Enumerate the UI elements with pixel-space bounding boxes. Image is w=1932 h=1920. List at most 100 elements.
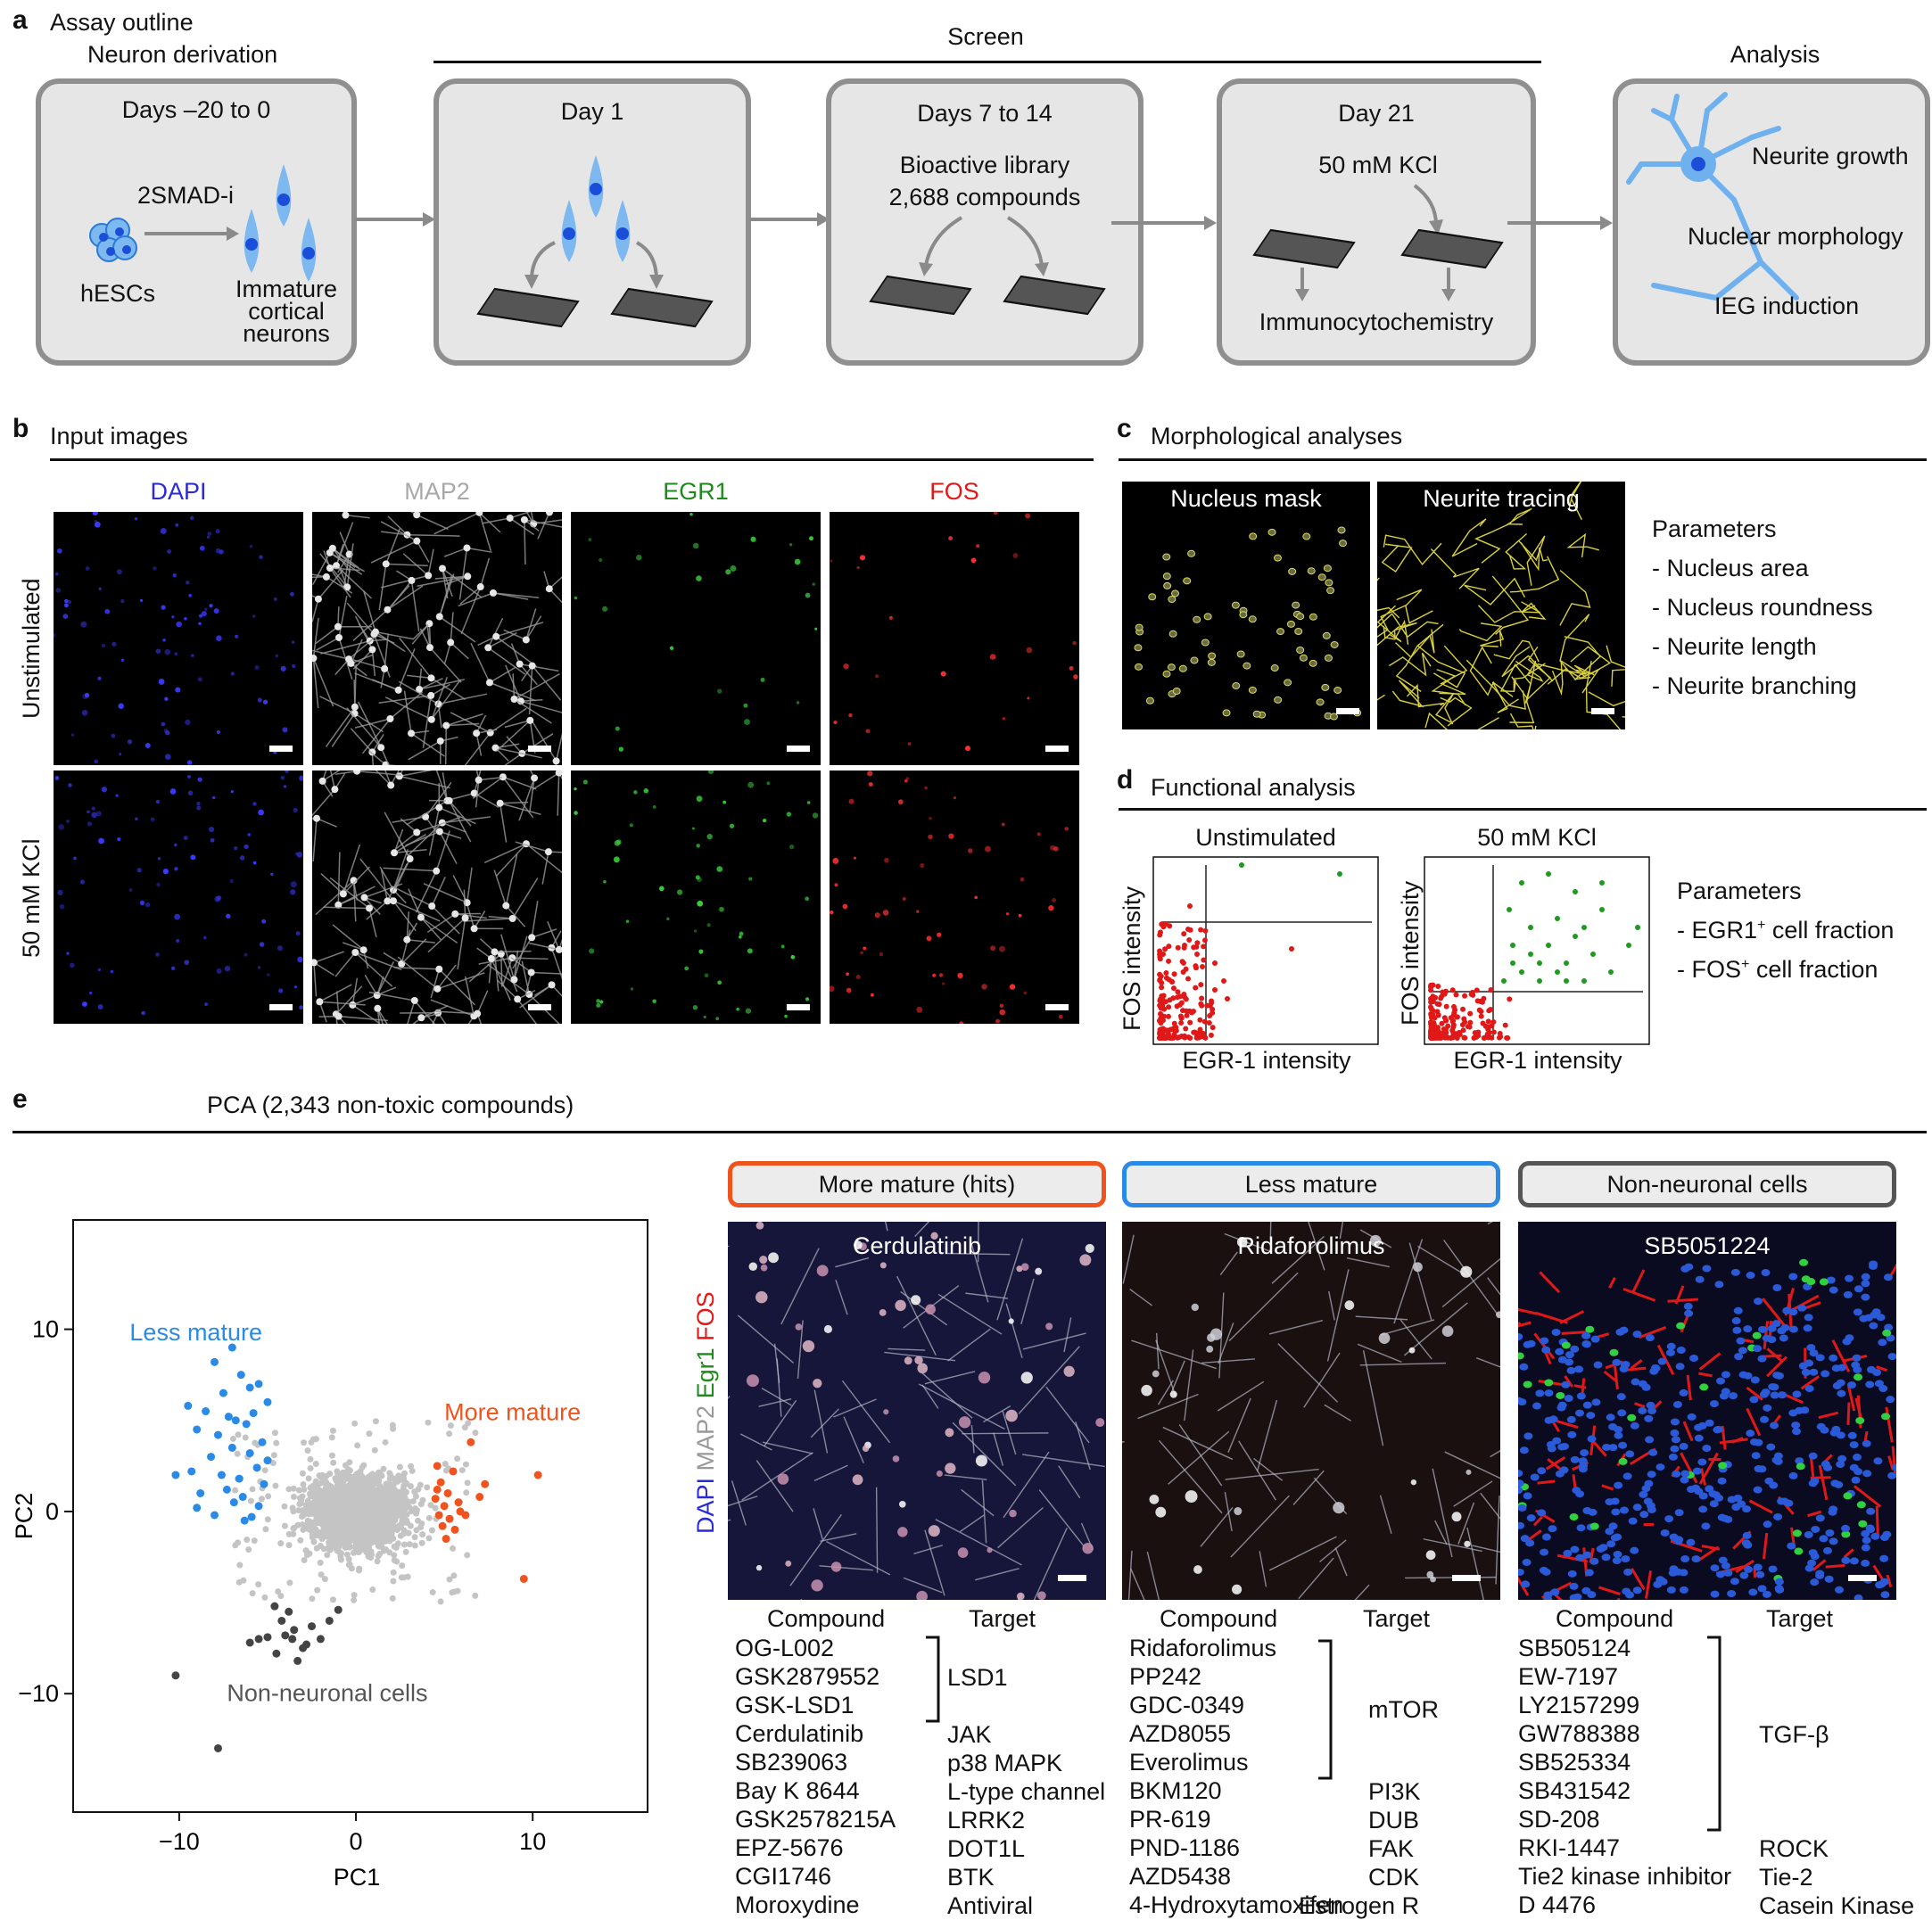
pca-point-other: [399, 1562, 406, 1570]
pca-point-other: [337, 1556, 344, 1563]
neurite-tracing-image: Neurite tracing: [1377, 482, 1625, 729]
stain-dapi: DAPI: [692, 1477, 719, 1534]
pca-point-other: [371, 1446, 378, 1454]
pca-point-other: [303, 1552, 310, 1559]
pca-point-other: [351, 1420, 359, 1427]
pca-point-other: [322, 1484, 329, 1491]
pca-point-other: [296, 1501, 303, 1508]
pca-point-other: [272, 1482, 279, 1489]
pca-point-other: [381, 1502, 388, 1509]
pca-point-less-mature: [213, 1430, 222, 1439]
pca-point-other: [368, 1533, 376, 1540]
panel-e-rule: [12, 1131, 1927, 1133]
pca-point-other: [285, 1542, 293, 1549]
scale-bar: [269, 1004, 293, 1010]
ridaforolimus-label: Ridaforolimus: [1237, 1232, 1385, 1259]
table1-compound-row: GSK-LSD1: [735, 1692, 855, 1718]
pca-point-other: [264, 1516, 271, 1523]
pca-point-less-mature: [263, 1397, 272, 1406]
pca-point-other: [472, 1592, 479, 1599]
pca-point-other: [374, 1529, 381, 1537]
pca-point-other: [400, 1574, 407, 1581]
pca-point-more-mature: [450, 1525, 459, 1534]
pca-point-other: [271, 1430, 278, 1437]
pca-point-less-mature: [238, 1493, 247, 1502]
pca-point-less-mature: [236, 1371, 245, 1380]
target-pi3k: PI3K: [1368, 1778, 1421, 1805]
table2-compound-row: 4-Hydroxytamoxifen: [1129, 1891, 1344, 1918]
smad-label: 2SMAD-i: [137, 182, 235, 209]
pca-point-more-mature: [431, 1495, 440, 1504]
pca-point-more-mature: [519, 1574, 528, 1583]
pca-point-non-neuronal-cells: [272, 1649, 281, 1658]
pca-point-other: [372, 1418, 379, 1425]
pca-point-other: [398, 1512, 405, 1520]
pca-point-other: [348, 1526, 355, 1533]
pca-point-other: [418, 1539, 425, 1546]
table3-compound-header: Compound: [1556, 1605, 1674, 1632]
plot-unstim-title: Unstimulated: [1195, 824, 1336, 851]
morph-params-title: Parameters: [1652, 515, 1777, 542]
pca-point-other: [424, 1484, 431, 1491]
scale-bar: [1058, 1575, 1086, 1581]
table2-compound-row: Everolimus: [1129, 1749, 1249, 1776]
pca-point-other: [324, 1506, 331, 1513]
table3-compound-row: LY2157299: [1518, 1692, 1640, 1718]
pca-point-other: [290, 1485, 297, 1492]
pca-point-other: [400, 1482, 408, 1489]
hescs-label: hESCs: [80, 280, 156, 307]
pca-point-more-mature: [481, 1479, 490, 1488]
pca-point-other: [290, 1493, 297, 1500]
pca-point-other: [312, 1517, 319, 1524]
pca-point-other: [312, 1478, 319, 1485]
arrow-3: [1111, 216, 1217, 230]
target-mtor: mTOR: [1368, 1696, 1439, 1723]
scale-bar: [1336, 708, 1359, 714]
pca-point-more-mature: [466, 1438, 475, 1446]
x-tick-label: 0: [350, 1828, 363, 1855]
param-egr1-fraction: - EGR1+ cell fraction: [1677, 917, 1894, 944]
pca-point-other: [389, 1498, 396, 1505]
pca-point-other: [351, 1549, 358, 1556]
pca-point-other: [400, 1470, 408, 1477]
pca-point-other: [304, 1447, 311, 1454]
day21-header: Day 21: [1338, 100, 1415, 127]
table1-compound-row: GSK2578215A: [735, 1806, 896, 1833]
pca-point-other: [258, 1496, 265, 1503]
pca-point-other: [446, 1576, 453, 1583]
pca-point-other: [379, 1514, 386, 1521]
pca-point-other: [310, 1436, 317, 1443]
table3-compound-row: RKI-1447: [1518, 1834, 1621, 1861]
pca-point-other: [412, 1493, 419, 1500]
pca-point-less-mature: [207, 1453, 216, 1462]
pca-point-other: [359, 1503, 367, 1510]
pca-point-other: [301, 1486, 308, 1493]
pca-point-other: [337, 1503, 344, 1510]
channel-label: MAP2: [404, 478, 470, 505]
bracket-lsd1: [926, 1636, 940, 1723]
pca-point-more-mature: [440, 1502, 449, 1511]
pca-point-other: [405, 1529, 412, 1537]
pca-point-other: [290, 1530, 297, 1537]
pca-point-more-mature: [456, 1507, 465, 1516]
pca-point-other: [351, 1596, 358, 1603]
table1-compound-row: Bay K 8644: [735, 1777, 860, 1804]
table2-compound-header: Compound: [1160, 1605, 1278, 1632]
pca-point-less-mature: [187, 1467, 196, 1476]
pca-point-other: [454, 1455, 461, 1463]
pca-point-other: [309, 1595, 316, 1603]
channel-label: FOS: [929, 478, 979, 505]
pca-point-other: [400, 1474, 408, 1481]
panel-d-title: Functional analysis: [1151, 774, 1356, 801]
panel-a-title: Assay outline: [50, 9, 194, 36]
pca-point-less-mature: [254, 1502, 263, 1511]
x-axis-label: PC1: [334, 1864, 381, 1891]
pca-point-other: [345, 1562, 352, 1569]
target-ltype: L-type channel: [947, 1778, 1106, 1805]
pca-point-other: [395, 1472, 402, 1479]
pca-point-other: [339, 1475, 346, 1482]
pca-point-other: [425, 1419, 432, 1426]
pca-point-less-mature: [227, 1343, 236, 1352]
day1-box: Day 1: [433, 78, 751, 366]
param-neurite-branching: - Neurite branching: [1652, 672, 1857, 699]
